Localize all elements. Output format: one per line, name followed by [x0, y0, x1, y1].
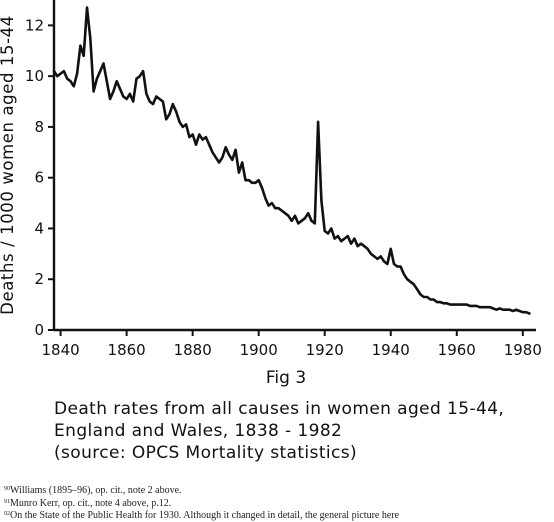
footnotes: 90Williams (1895–96), op. cit., note 2 a… [4, 484, 554, 522]
x-tick-label: 1960 [438, 341, 476, 359]
y-axis-ticks: 0 2 4 6 8 10 12 [25, 16, 54, 339]
y-axis-label: Deaths / 1000 women aged 15-44 [0, 15, 17, 315]
x-tick-label: 1980 [504, 341, 542, 359]
footnote-text: On the State of the Public Health for 19… [10, 510, 400, 521]
death-rate-line [52, 6, 531, 315]
death-rate-chart: 0 2 4 6 8 10 12 1840 1860 1880 1900 1920 1940 1960 19… [0, 0, 542, 359]
footnote-number: 91 [4, 498, 10, 505]
x-tick-label: 1860 [108, 341, 146, 359]
y-tick-label: 2 [34, 270, 44, 288]
footnote-text: Munro Kerr, op. cit., note 4 above, p.12… [10, 497, 172, 509]
x-tick-label: 1900 [240, 341, 278, 359]
caption-line-1: Death rates from all causes in women age… [54, 399, 505, 419]
y-tick-label: 12 [25, 16, 44, 34]
footnote-number: 92 [4, 511, 10, 517]
footnote-text: Williams (1895–96), op. cit., note 2 abo… [10, 485, 182, 496]
x-axis-ticks: 1840 1860 1880 1900 1920 1940 1960 1980 [42, 330, 542, 359]
x-tick-label: 1880 [174, 341, 212, 359]
x-tick-label: 1920 [306, 341, 344, 359]
x-tick-label: 1940 [372, 341, 410, 359]
x-tick-label: 1840 [42, 341, 80, 359]
figure-caption: Death rates from all causes in women age… [54, 398, 534, 464]
y-tick-label: 6 [34, 169, 44, 187]
footnote: 92On the State of the Public Health for … [4, 509, 554, 522]
y-tick-label: 8 [34, 118, 44, 136]
footnote: 90Williams (1895–96), op. cit., note 2 a… [4, 484, 554, 497]
y-tick-label: 4 [34, 219, 44, 237]
y-tick-label: 10 [25, 67, 44, 85]
y-tick-label: 0 [34, 321, 44, 339]
footnote-number: 90 [4, 486, 10, 492]
footnote: 91Munro Kerr, op. cit., note 4 above, p.… [4, 497, 554, 510]
caption-line-2: England and Wales, 1838 - 1982 [54, 421, 343, 441]
caption-line-3: (source: OPCS Mortality statistics) [54, 443, 358, 463]
figure-label: Fig 3 [265, 368, 307, 388]
